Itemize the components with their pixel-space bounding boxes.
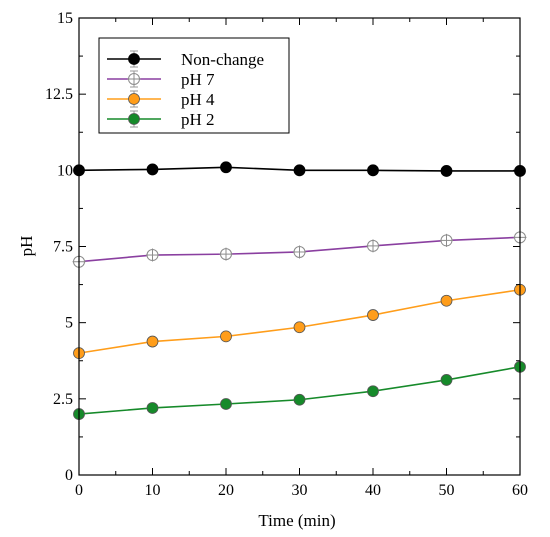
data-point [146, 163, 159, 176]
data-point [367, 309, 379, 321]
legend-entry: pH 7 [107, 70, 215, 89]
legend-marker [128, 113, 140, 125]
x-axis-title: Time (min) [258, 511, 335, 530]
data-point [440, 165, 453, 177]
chart-axes: 0 10 20 30 40 50 60 0 2.5 5 7.5 10 12.5 15 [45, 10, 528, 499]
data-point [367, 164, 379, 177]
data-point [293, 321, 306, 334]
legend-label: Non-change [181, 50, 264, 69]
legend-label: pH 7 [181, 70, 215, 89]
legend-marker [128, 53, 140, 65]
data-point [220, 161, 232, 174]
legend-entry: Non-change [107, 50, 264, 69]
chart-marks [72, 161, 527, 420]
data-point [367, 385, 379, 398]
data-point [220, 398, 232, 410]
legend-marker [128, 93, 140, 105]
x-tick-label: 20 [218, 482, 234, 499]
x-tick-label: 60 [512, 482, 528, 499]
data-point [440, 374, 453, 386]
legend-entry: pH 2 [107, 110, 215, 129]
data-point [293, 393, 306, 406]
legend-label: pH 4 [181, 90, 215, 109]
data-point [293, 164, 306, 177]
x-tick-label: 10 [145, 482, 161, 499]
series-1 [72, 230, 527, 269]
legend-label: pH 2 [181, 110, 215, 129]
y-tick-label: 15 [57, 10, 73, 27]
data-point [220, 330, 232, 343]
y-tick-label: 5 [65, 315, 73, 332]
series-0 [73, 161, 526, 177]
legend-entry: pH 4 [107, 90, 215, 109]
y-tick-label: 12.5 [45, 86, 73, 103]
series-3 [73, 360, 526, 420]
y-tick-label: 7.5 [53, 239, 73, 256]
x-tick-label: 40 [365, 482, 381, 499]
y-axis-title: pH [17, 236, 36, 257]
series-line [78, 366, 521, 415]
y-tick-label: 10 [57, 162, 73, 179]
data-point [146, 335, 159, 348]
x-tick-label: 0 [75, 482, 83, 499]
data-point [440, 294, 453, 307]
y-tick-label: 2.5 [53, 391, 73, 408]
x-tick-label: 50 [439, 482, 455, 499]
data-point [146, 402, 159, 414]
series-2 [73, 283, 526, 360]
x-tick-label: 30 [292, 482, 308, 499]
y-tick-label: 0 [65, 467, 73, 484]
